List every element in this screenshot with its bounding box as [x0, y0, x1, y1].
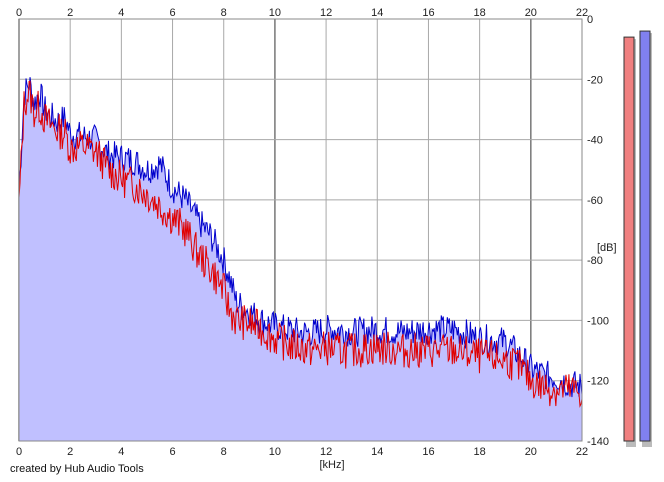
level-meter-bar	[623, 36, 635, 442]
x-tick-label-top: 20	[525, 7, 537, 19]
x-tick-label-top: 16	[422, 7, 434, 19]
x-tick-label-top: 2	[67, 7, 73, 19]
x-tick-label-top: 8	[221, 7, 227, 19]
y-tick-label: -100	[587, 315, 609, 327]
level-meters	[623, 30, 652, 448]
y-axis-label: [dB]	[597, 242, 617, 254]
x-tick-label-bottom: 12	[320, 446, 332, 458]
y-tick-label: -80	[587, 255, 603, 267]
level-meter-bar	[639, 30, 651, 442]
x-tick-label-bottom: 20	[525, 446, 537, 458]
y-tick-label: -40	[587, 135, 603, 147]
x-tick-label-bottom: 8	[221, 446, 227, 458]
x-tick-label-top: 14	[371, 7, 383, 19]
x-axis-label: [kHz]	[319, 459, 344, 471]
x-tick-label-bottom: 0	[16, 446, 22, 458]
credit-text: created by Hub Audio Tools	[10, 463, 144, 475]
x-tick-label-bottom: 10	[269, 446, 281, 458]
x-tick-label-top: 18	[474, 7, 486, 19]
y-tick-label: -60	[587, 195, 603, 207]
x-tick-label-top: 6	[169, 7, 175, 19]
x-tick-label-bottom: 16	[422, 446, 434, 458]
x-tick-label-top: 4	[118, 7, 124, 19]
y-tick-label: -120	[587, 376, 609, 388]
x-tick-label-top: 0	[16, 7, 22, 19]
x-tick-label-bottom: 22	[576, 446, 588, 458]
y-axis-ticks: 0 -20 -40 -60 -80 -100 -120 -140	[587, 14, 609, 448]
x-tick-label-bottom: 18	[474, 446, 486, 458]
y-tick-label: -140	[587, 436, 609, 448]
spectrum-fill-area	[19, 77, 582, 442]
x-tick-label-bottom: 4	[118, 446, 124, 458]
x-tick-label-bottom: 2	[67, 446, 73, 458]
series-red-line	[18, 80, 583, 408]
y-tick-label: 0	[587, 14, 593, 26]
x-tick-label-top: 10	[269, 7, 281, 19]
y-tick-label: -20	[587, 74, 603, 86]
x-tick-label-bottom: 14	[371, 446, 383, 458]
x-tick-label-bottom: 6	[169, 446, 175, 458]
x-tick-label-top: 12	[320, 7, 332, 19]
plot-frame	[18, 18, 583, 442]
x-tick-label-top: 22	[576, 7, 588, 19]
